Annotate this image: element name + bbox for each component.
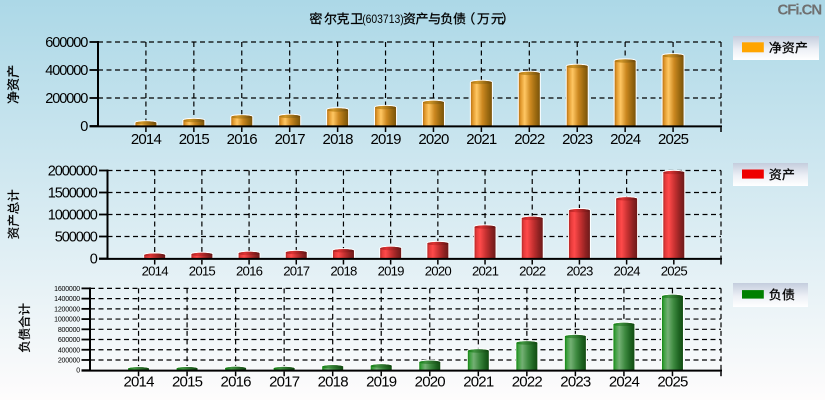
svg-text:2018: 2018 xyxy=(330,264,357,279)
svg-text:2024: 2024 xyxy=(609,373,640,390)
svg-text:1000000: 1000000 xyxy=(48,207,98,223)
svg-text:2016: 2016 xyxy=(227,131,258,148)
svg-text:200000: 200000 xyxy=(45,91,88,107)
svg-text:2019: 2019 xyxy=(366,373,397,390)
svg-text:2017: 2017 xyxy=(275,131,306,148)
svg-text:2021: 2021 xyxy=(472,264,499,279)
svg-text:400000: 400000 xyxy=(58,347,80,354)
svg-text:2017: 2017 xyxy=(283,264,310,279)
svg-text:2022: 2022 xyxy=(514,131,545,148)
svg-text:2015: 2015 xyxy=(189,264,216,279)
svg-text:1600000: 1600000 xyxy=(54,286,80,293)
svg-text:600000: 600000 xyxy=(58,337,80,344)
svg-text:2014: 2014 xyxy=(131,131,162,148)
svg-text:200000: 200000 xyxy=(58,357,80,364)
svg-text:2023: 2023 xyxy=(566,264,593,279)
svg-text:400000: 400000 xyxy=(45,63,88,79)
svg-text:2016: 2016 xyxy=(221,373,252,390)
svg-text:2025: 2025 xyxy=(657,373,688,390)
svg-text:2020: 2020 xyxy=(415,373,446,390)
svg-text:2024: 2024 xyxy=(614,264,641,279)
svg-text:2014: 2014 xyxy=(142,264,169,279)
svg-text:600000: 600000 xyxy=(45,35,88,51)
svg-text:2025: 2025 xyxy=(661,264,688,279)
svg-text:CFi.CN: CFi.CN xyxy=(778,2,822,19)
svg-text:2021: 2021 xyxy=(463,373,494,390)
svg-text:2020: 2020 xyxy=(418,131,449,148)
svg-text:1200000: 1200000 xyxy=(54,306,80,313)
svg-text:2022: 2022 xyxy=(512,373,543,390)
svg-text:2019: 2019 xyxy=(370,131,401,148)
svg-text:1000000: 1000000 xyxy=(54,317,80,324)
svg-text:2018: 2018 xyxy=(318,373,349,390)
svg-text:2016: 2016 xyxy=(236,264,263,279)
svg-text:2000000: 2000000 xyxy=(48,163,98,179)
svg-text:2017: 2017 xyxy=(269,373,300,390)
svg-text:0: 0 xyxy=(76,368,80,375)
svg-text:500000: 500000 xyxy=(55,229,98,245)
svg-text:2022: 2022 xyxy=(519,264,546,279)
svg-text:1400000: 1400000 xyxy=(54,296,80,303)
svg-text:2018: 2018 xyxy=(323,131,354,148)
svg-text:2023: 2023 xyxy=(562,131,593,148)
svg-text:2023: 2023 xyxy=(560,373,591,390)
svg-text:2021: 2021 xyxy=(466,131,497,148)
svg-text:2025: 2025 xyxy=(658,131,689,148)
svg-text:2014: 2014 xyxy=(123,373,154,390)
svg-text:2020: 2020 xyxy=(425,264,452,279)
svg-text:2024: 2024 xyxy=(610,131,641,148)
svg-text:2015: 2015 xyxy=(179,131,210,148)
svg-text:1500000: 1500000 xyxy=(48,185,98,201)
svg-text:2015: 2015 xyxy=(172,373,203,390)
svg-text:800000: 800000 xyxy=(58,327,80,334)
svg-text:(603713): (603713) xyxy=(362,12,404,26)
svg-text:2019: 2019 xyxy=(378,264,405,279)
svg-text:0: 0 xyxy=(80,119,88,135)
svg-text:0: 0 xyxy=(90,251,98,267)
